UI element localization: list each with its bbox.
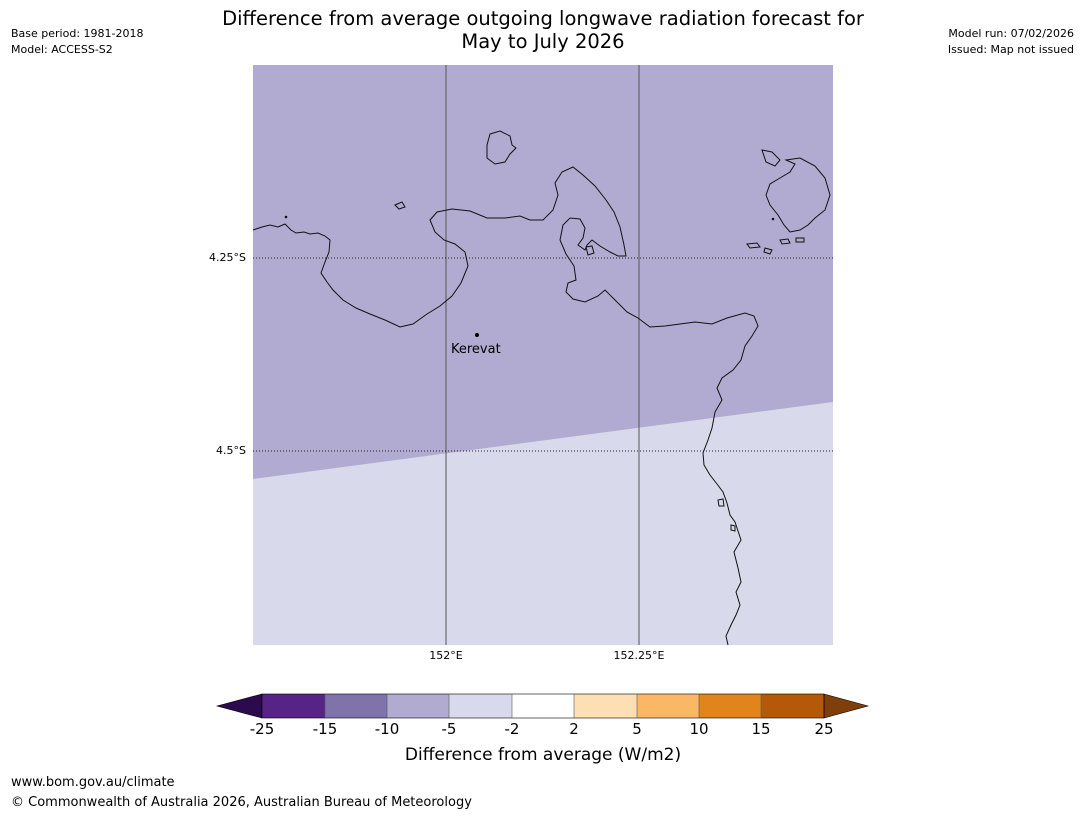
coastline — [252, 130, 831, 646]
base-period: Base period: 1981-2018 — [11, 27, 144, 40]
colorbar-tick: 2 — [569, 720, 579, 738]
title-line-2: May to July 2026 — [461, 30, 625, 53]
lon-label: 152.25°E — [613, 649, 665, 662]
place-label-kerevat: Kerevat — [451, 342, 501, 357]
footer-url-link[interactable]: www.bom.gov.au/climate — [11, 775, 175, 790]
colorbar-extend-high — [823, 693, 870, 719]
lon-label: 152°E — [429, 649, 463, 662]
colorbar-segment — [761, 694, 824, 718]
metadata-right: Model run: 07/02/2026 Issued: Map not is… — [948, 26, 1074, 58]
title-line-1: Difference from average outgoing longwav… — [222, 7, 864, 30]
colorbar-segment — [574, 694, 637, 718]
colorbar-segment — [699, 694, 761, 718]
colorbar-tick: 25 — [814, 720, 834, 738]
map-title: Difference from average outgoing longwav… — [143, 7, 943, 53]
colorbar-tick: -25 — [249, 720, 275, 738]
colorbar-segment — [387, 694, 449, 718]
region-fill-neg5-neg2 — [253, 402, 833, 645]
colorbar-extend-low — [215, 693, 263, 719]
colorbar-tick: -2 — [504, 720, 520, 738]
model-name: Model: ACCESS-S2 — [11, 43, 113, 56]
map-area — [252, 65, 833, 646]
islet-dot — [284, 215, 288, 219]
kerevat-location-dot — [475, 333, 479, 337]
colorbar-segment — [449, 694, 512, 718]
lat-label: 4.25°S — [209, 251, 246, 264]
colorbar-tick: 15 — [751, 720, 771, 738]
model-run: Model run: 07/02/2026 — [948, 27, 1074, 40]
colorbar-tick: 5 — [632, 720, 642, 738]
metadata-left: Base period: 1981-2018 Model: ACCESS-S2 — [11, 26, 143, 58]
colorbar-tick: -5 — [441, 720, 457, 738]
footer-copyright: © Commonwealth of Australia 2026, Austra… — [11, 795, 472, 810]
colorbar-segment — [325, 694, 387, 718]
colorbar-segment — [637, 694, 699, 718]
colorbar — [215, 693, 870, 719]
colorbar-segment — [262, 694, 325, 718]
islet-dot — [771, 217, 775, 221]
colorbar-label: Difference from average (W/m2) — [404, 745, 682, 765]
lat-label: 4.5°S — [216, 444, 246, 457]
colorbar-tick: 10 — [689, 720, 709, 738]
colorbar-frame — [261, 693, 825, 719]
issued-status: Issued: Map not issued — [947, 43, 1074, 56]
colorbar-segment — [512, 694, 574, 718]
colorbar-tick: -10 — [374, 720, 400, 738]
colorbar-tick: -15 — [312, 720, 338, 738]
